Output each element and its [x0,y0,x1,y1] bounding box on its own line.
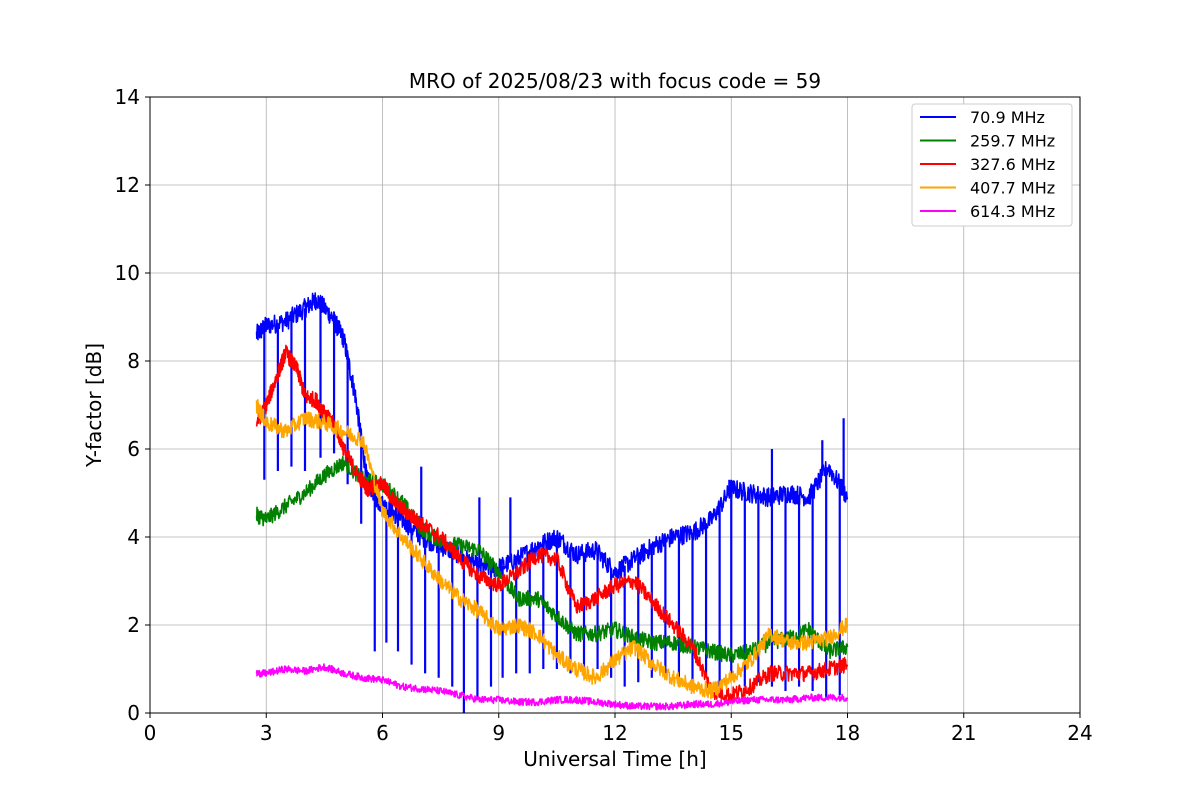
legend: 70.9 MHz 259.7 MHz 327.6 MHz 407.7 MHz 614.3… [911,103,1073,227]
x-tick-label: 24 [1067,721,1092,745]
y-tick-label: 14 [115,85,140,109]
x-tick-label: 15 [719,721,744,745]
x-tick-label: 0 [144,721,157,745]
y-tick-label: 2 [127,613,140,637]
y-tick-label: 0 [127,701,140,725]
x-tick-label: 18 [835,721,860,745]
x-tick-label: 3 [260,721,273,745]
legend-label: 614.3 MHz [970,202,1055,221]
series-327-6-mhz [255,344,849,703]
x-tick-label: 21 [951,721,976,745]
legend-label: 259.7 MHz [970,132,1055,151]
legend-box [911,103,1073,227]
series-area [255,292,849,713]
series-259-7-mhz [255,455,849,663]
x-tick-label: 6 [376,721,389,745]
plot-area [255,292,849,713]
legend-label: 327.6 MHz [970,155,1055,174]
series-line [255,399,849,700]
series-line [255,292,849,580]
series-407-7-mhz [255,399,849,700]
x-tick-label: 9 [492,721,505,745]
y-tick-label: 8 [127,349,140,373]
series-line [255,663,849,711]
series-614-3-mhz [255,663,849,711]
x-tick-label: 12 [602,721,627,745]
y-tick-label: 4 [127,525,140,549]
series-line [255,455,849,663]
y-tick-label: 10 [115,261,140,285]
y-tick-label: 6 [127,437,140,461]
series-line [255,344,849,703]
y-tick-label: 12 [115,173,140,197]
legend-label: 70.9 MHz [970,108,1045,127]
chart-title: MRO of 2025/08/23 with focus code = 59 [409,69,821,93]
y-axis-label: Y-factor [dB] [82,343,106,468]
x-axis-label: Universal Time [h] [523,747,706,771]
legend-label: 407.7 MHz [970,179,1055,198]
